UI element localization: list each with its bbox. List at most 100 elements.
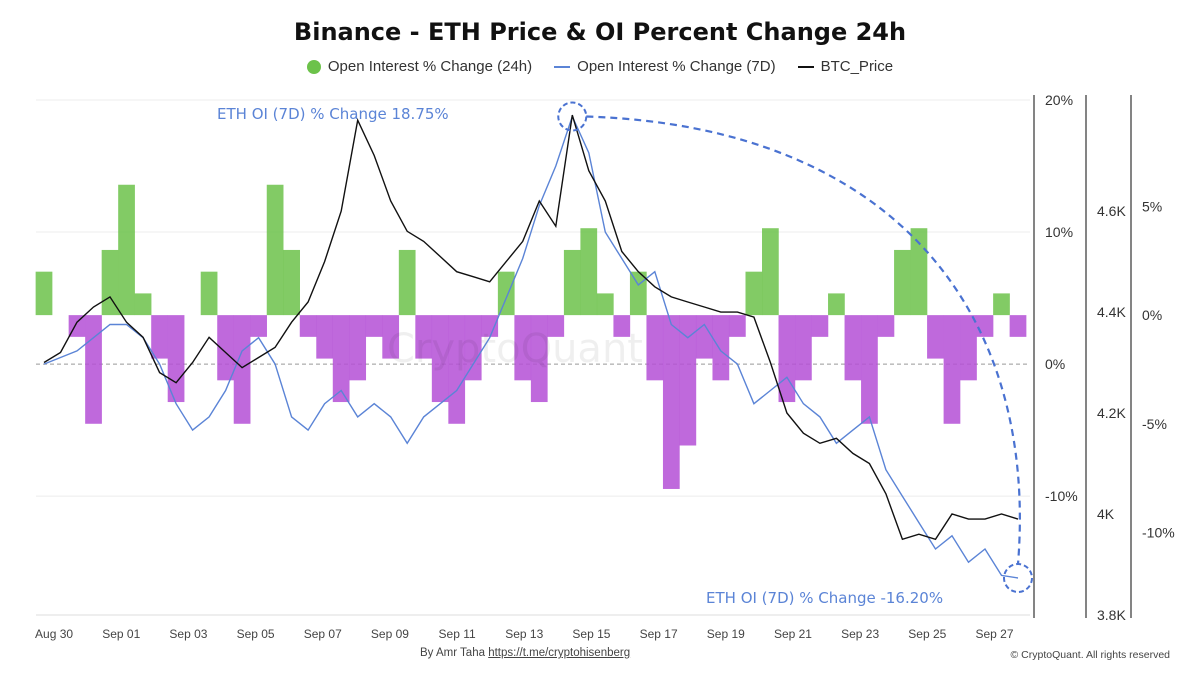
oi24h-bar-36: [629, 271, 647, 316]
oi24h-bar-59: [1009, 315, 1027, 337]
oi24h-bar-54: [927, 315, 944, 359]
oi24h-bar-3: [85, 315, 102, 424]
oi24h-bars: [35, 184, 1027, 489]
oi24h-bar-23: [415, 315, 433, 359]
x-tick-0: Aug 30: [35, 627, 73, 641]
oi24h-bar-2: [68, 315, 86, 337]
oi24h-bar-57: [976, 315, 994, 337]
oi24h-bar-35: [613, 315, 631, 337]
y-tick-oi7d-3: -10%: [1045, 488, 1078, 504]
oi24h-bar-40: [695, 315, 713, 359]
x-tick-7: Sep 13: [505, 627, 543, 641]
oi24h-bar-7: [151, 315, 168, 359]
oi24h-bar-27: [481, 315, 499, 337]
x-tick-11: Sep 21: [774, 627, 812, 641]
oi24h-bar-55: [943, 315, 961, 424]
oi24h-bar-37: [646, 315, 664, 381]
oi24h-bar-30: [530, 315, 548, 403]
oi24h-bar-18: [332, 315, 350, 403]
x-tick-6: Sep 11: [439, 627, 476, 641]
footer-link[interactable]: https://t.me/cryptohisenberg: [488, 647, 631, 659]
oi24h-bar-34: [596, 293, 614, 316]
oi24h-bar-48: [828, 293, 845, 316]
oi24h-bar-22: [398, 249, 416, 316]
watermark: CryptoQuant: [387, 326, 643, 372]
oi24h-bar-20: [365, 315, 383, 337]
legend-item-oi7d[interactable]: Open Interest % Change (7D): [554, 58, 776, 75]
oi24h-bar-19: [349, 315, 367, 381]
oi24h-bar-17: [316, 315, 334, 359]
oi24h-bar-13: [250, 315, 267, 337]
oi24h-bar-31: [547, 315, 565, 337]
oi24h-bar-16: [299, 315, 317, 337]
dashed-arc: [586, 115, 1021, 565]
y-tick-price-2: 4.2K: [1097, 405, 1126, 421]
annotation-top: ETH OI (7D) % Change 18.75%: [217, 105, 449, 123]
oi24h-bar-24: [431, 315, 449, 403]
y-tick-oi7d-2: 0%: [1045, 356, 1065, 372]
legend-label-oi24h: Open Interest % Change (24h): [327, 58, 533, 75]
legend-swatch-price: [797, 65, 814, 68]
x-tick-10: Sep 19: [707, 627, 745, 641]
tick-labels: 20% 10% 0% -10% 4.6K 4.4K 4.2K 4K 3.8K 5% 0% -5% -10…: [35, 92, 1175, 641]
oi24h-bar-49: [844, 315, 862, 381]
x-tick-9: Sep 17: [640, 627, 678, 641]
oi7d-line: [43, 114, 1019, 579]
oi24h-bar-12: [233, 315, 251, 424]
x-tick-3: Sep 05: [237, 627, 275, 641]
oi24h-bar-28: [497, 271, 515, 316]
oi24h-bar-51: [877, 315, 895, 337]
oi24h-bar-58: [993, 293, 1010, 316]
axes: [36, 95, 1132, 618]
y-tick-oi7d-1: 10%: [1045, 224, 1073, 240]
oi24h-bar-39: [679, 315, 697, 446]
oi24h-bar-56: [960, 315, 977, 381]
oi24h-bar-44: [762, 228, 779, 316]
oi24h-bar-50: [861, 315, 878, 424]
x-tick-2: Sep 03: [169, 627, 207, 641]
oi24h-bar-42: [728, 315, 746, 337]
x-tick-12: Sep 23: [841, 627, 879, 641]
legend-swatch-oi7d: [554, 65, 571, 68]
oi24h-bar-5: [118, 184, 135, 316]
x-tick-14: Sep 27: [975, 627, 1013, 641]
legend-swatch-oi24h: [306, 59, 321, 74]
y-tick-oi24h-0: 5%: [1142, 198, 1162, 214]
x-tick-8: Sep 15: [572, 627, 610, 641]
oi24h-bar-25: [448, 315, 466, 424]
oi24h-bar-46: [795, 315, 812, 381]
oi24h-bar-33: [580, 228, 598, 316]
oi24h-bar-14: [266, 184, 284, 316]
y-tick-oi24h-3: -10%: [1142, 524, 1175, 540]
legend-item-oi24h[interactable]: Open Interest % Change (24h): [306, 58, 533, 75]
oi24h-bar-53: [910, 228, 928, 316]
oi24h-bar-43: [745, 271, 763, 316]
gridlines: [36, 99, 1030, 497]
y-tick-price-0: 4.6K: [1097, 203, 1126, 219]
footer: By Amr Taha https://t.me/cryptohisenberg: [420, 647, 630, 659]
oi24h-bar-29: [514, 315, 532, 381]
oi24h-bar-21: [382, 315, 400, 359]
x-tick-5: Sep 09: [371, 627, 409, 641]
oi24h-bar-38: [662, 315, 680, 489]
legend-item-price[interactable]: BTC_Price: [797, 58, 894, 75]
footer-author: By Amr Taha: [420, 647, 485, 659]
y-tick-price-1: 4.4K: [1097, 304, 1126, 320]
oi24h-bar-45: [778, 315, 796, 403]
oi24h-bar-11: [217, 315, 234, 381]
y-tick-oi24h-1: 0%: [1142, 307, 1162, 323]
x-tick-13: Sep 25: [908, 627, 946, 641]
y-tick-oi24h-2: -5%: [1142, 416, 1167, 432]
y-tick-price-3: 4K: [1097, 506, 1115, 522]
y-tick-price-4: 3.8K: [1097, 607, 1126, 623]
oi24h-bar-0: [35, 271, 53, 316]
annotation-bottom: ETH OI (7D) % Change -16.20%: [706, 589, 943, 607]
legend-label-price: BTC_Price: [820, 58, 894, 75]
x-tick-1: Sep 01: [102, 627, 140, 641]
oi24h-bar-15: [283, 249, 300, 316]
chart-title: Binance - ETH Price & OI Percent Change …: [293, 18, 907, 46]
legend: Open Interest % Change (24h) Open Intere…: [0, 58, 1200, 75]
oi24h-bar-26: [464, 315, 482, 381]
y-tick-oi7d-0: 20%: [1045, 92, 1073, 108]
